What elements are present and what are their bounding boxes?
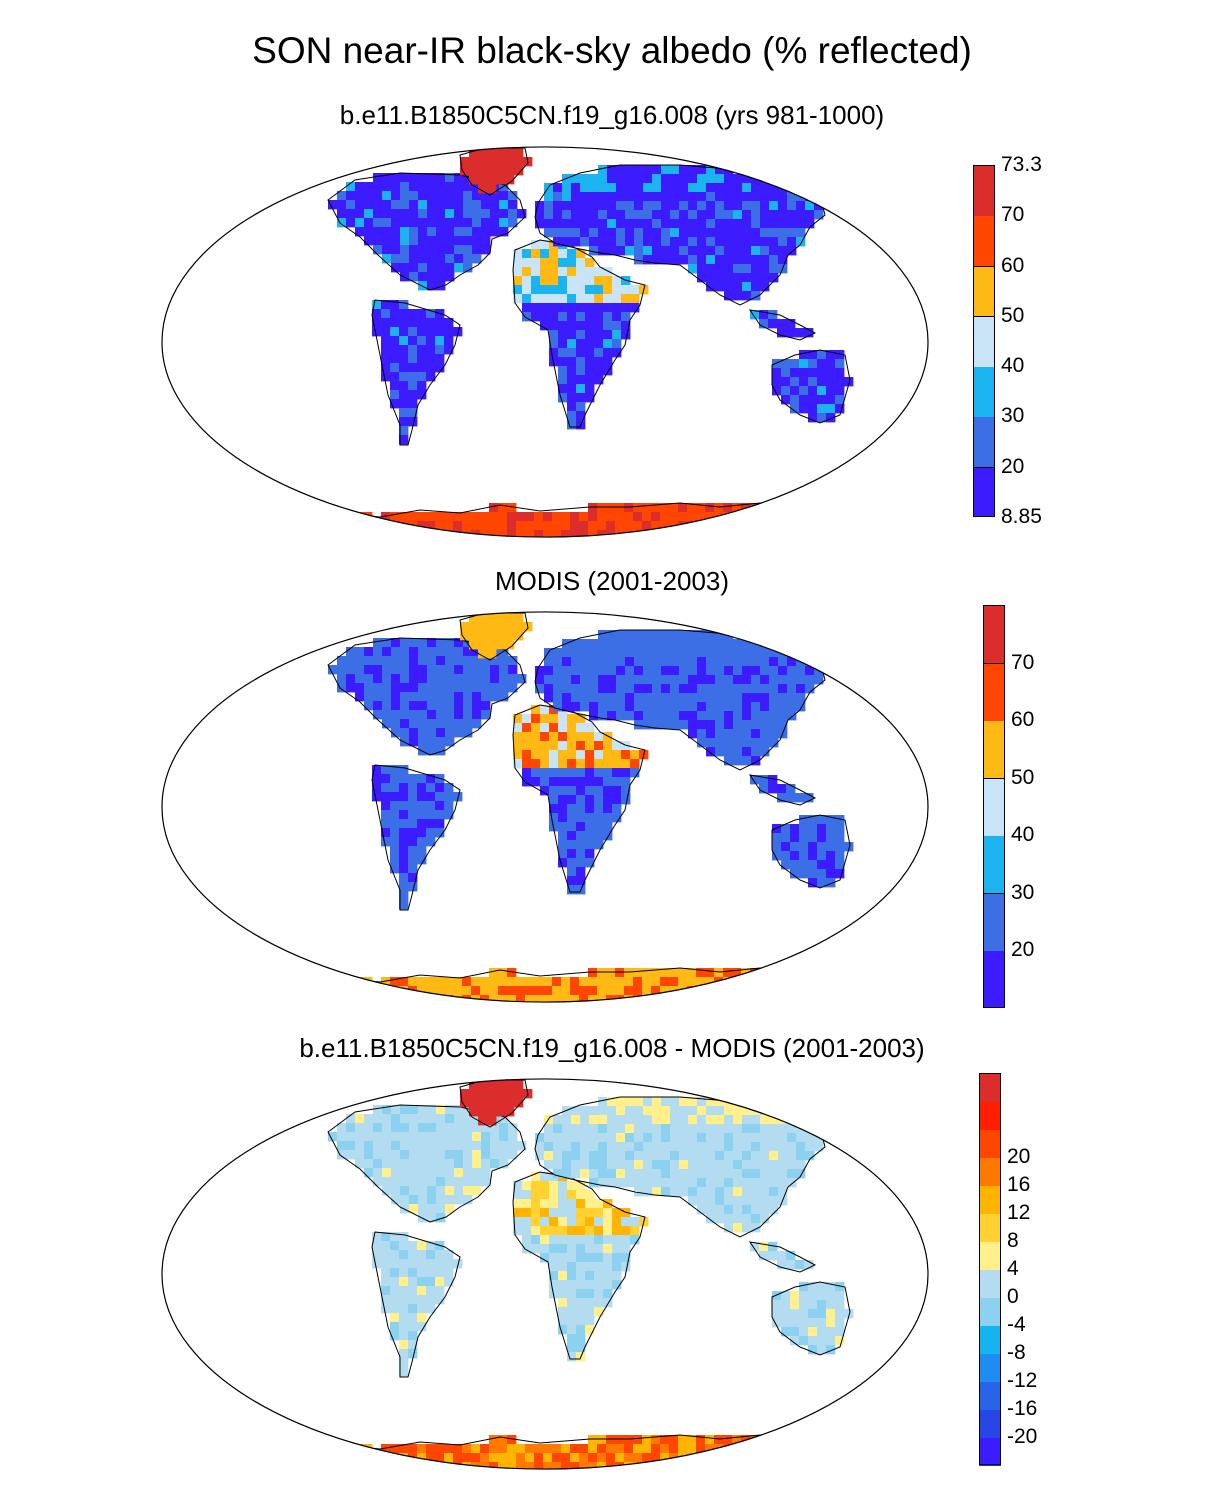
- eurasia-coastline: [534, 164, 826, 306]
- colorbar-tick-label: -16: [1007, 1397, 1038, 1420]
- seasia-coastline: [748, 774, 817, 806]
- colorbar-tick-label: -20: [1007, 1425, 1038, 1448]
- antarctica-coastline: [298, 502, 812, 538]
- panel-1-title: b.e11.B1850C5CN.f19_g16.008 (yrs 981-100…: [339, 100, 885, 130]
- panel-2-title: MODIS (2001-2003): [494, 566, 730, 596]
- map-border: [161, 146, 929, 538]
- colorbar-tick-label: 70: [1011, 650, 1035, 674]
- colorbar-tick-label: 60: [1001, 253, 1025, 277]
- colorbar-tick-label: 40: [1001, 354, 1025, 378]
- map-border: [161, 611, 929, 1003]
- southamerica-coastline: [371, 1231, 461, 1378]
- colorbar-swatch: [983, 950, 1005, 1009]
- antarctica-coastline: [298, 1434, 812, 1470]
- colorbar-swatch: [983, 605, 1005, 664]
- colorbar-tick-label: -12: [1007, 1369, 1038, 1392]
- southamerica-coastline: [371, 299, 461, 446]
- australia-coastline: [771, 349, 851, 424]
- eurasia-coastline: [534, 1096, 826, 1238]
- seasia-coastline: [748, 309, 817, 341]
- colorbar-swatch: [983, 777, 1005, 836]
- colorbar-tick-label: 50: [1001, 303, 1025, 327]
- seasia-coastline: [748, 1241, 817, 1273]
- panel-1-map: [161, 146, 929, 538]
- antarctica-coastline: [298, 967, 812, 1003]
- colorbar-swatch: [979, 1073, 1001, 1102]
- colorbar-tick-label: 8.85: [1001, 505, 1042, 528]
- colorbar-tick-label: 60: [1011, 708, 1035, 732]
- map-border: [161, 1078, 929, 1470]
- colorbar-tick-label: 70: [1001, 203, 1025, 227]
- colorbar-tick-label: 16: [1007, 1173, 1031, 1196]
- colorbar-tick-label: 30: [1001, 404, 1025, 428]
- colorbar-tick-label: 30: [1011, 880, 1035, 904]
- colorbar-tick-label: 50: [1011, 765, 1035, 789]
- panel-3-map: [161, 1078, 929, 1470]
- main-title: SON near-IR black-sky albedo (% reflecte…: [252, 30, 972, 71]
- colorbar-tick-label: 40: [1011, 823, 1035, 847]
- colorbar-swatch: [983, 835, 1005, 894]
- colorbar-tick-label: 8: [1007, 1229, 1019, 1252]
- australia-coastline: [771, 1281, 851, 1356]
- africa-coastline: [512, 704, 646, 893]
- colorbar-tick-label: 20: [1007, 1145, 1031, 1168]
- colorbar-swatch: [973, 366, 995, 417]
- colorbar-tick-label: -8: [1007, 1341, 1026, 1364]
- southamerica-coastline: [371, 764, 461, 911]
- colorbar-tick-label: 20: [1011, 938, 1035, 962]
- colorbar-tick-label: 4: [1007, 1257, 1019, 1280]
- colorbar-tick-label: -4: [1007, 1313, 1026, 1336]
- colorbar-swatch: [983, 720, 1005, 779]
- colorbar-tick-label: 0: [1007, 1285, 1019, 1308]
- colorbar-swatch: [973, 165, 995, 216]
- africa-coastline: [512, 239, 646, 428]
- panel-2-map: [161, 611, 929, 1003]
- colorbar-tick-label: 73.3: [1001, 153, 1042, 176]
- colorbar-swatch: [983, 892, 1005, 951]
- australia-coastline: [771, 814, 851, 889]
- colorbar-tick-label: 20: [1001, 454, 1025, 478]
- panel-3-title: b.e11.B1850C5CN.f19_g16.008 - MODIS (200…: [299, 1033, 925, 1063]
- africa-coastline: [512, 1171, 646, 1360]
- eurasia-coastline: [534, 629, 826, 771]
- colorbar-swatch: [983, 662, 1005, 721]
- colorbar-tick-label: 12: [1007, 1201, 1031, 1224]
